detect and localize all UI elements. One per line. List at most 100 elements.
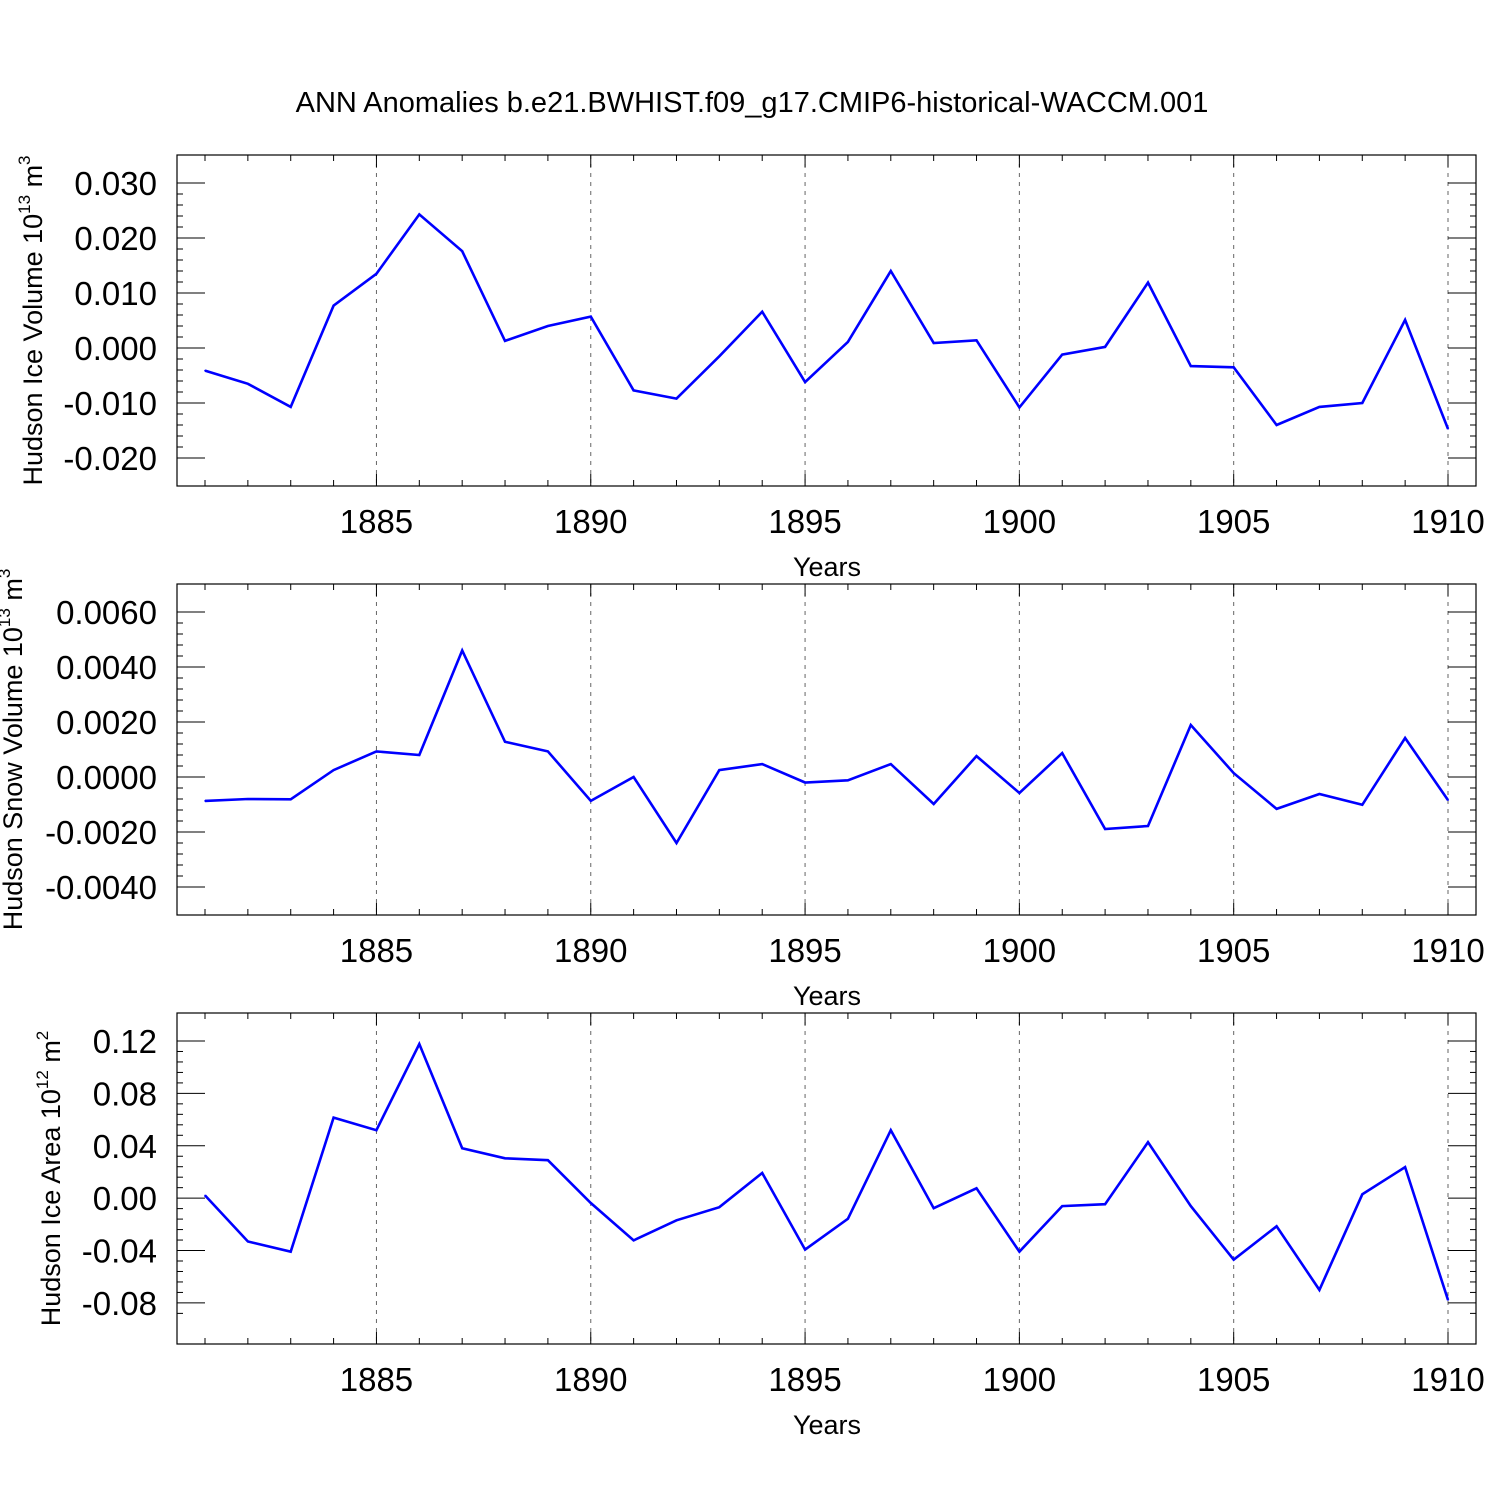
data-point	[1018, 1250, 1021, 1253]
series-line	[204, 647, 1450, 846]
data-point	[375, 1129, 378, 1131]
x-tick-label: 1885	[340, 932, 413, 969]
data-point	[1147, 1141, 1149, 1144]
data-point	[289, 1250, 292, 1253]
plot-frame	[176, 154, 1477, 487]
data-point	[504, 1157, 506, 1160]
data-point	[1275, 1225, 1278, 1228]
series-line	[204, 1040, 1450, 1301]
data-point	[1061, 752, 1064, 754]
data-point	[589, 315, 592, 318]
data-point	[247, 798, 249, 800]
panel-snow-volume: -0.0040 -0.0020 0.0000 0.0020 0.0040 0.0060 18…	[0, 569, 1485, 1011]
data-point	[504, 340, 506, 342]
data-point	[1447, 428, 1449, 430]
y-tick-label: 0.12	[93, 1023, 157, 1060]
y-tick-label: -0.010	[63, 385, 157, 422]
data-point	[247, 1240, 249, 1243]
data-point	[932, 1207, 935, 1210]
data-point	[632, 776, 635, 778]
data-point	[375, 272, 378, 275]
data-point	[632, 1239, 635, 1242]
data-point	[1232, 366, 1235, 369]
data-point	[1104, 828, 1106, 830]
data-point	[932, 342, 935, 344]
data-point	[418, 754, 421, 756]
x-tick-label: 1900	[983, 932, 1056, 969]
data-point	[1104, 346, 1106, 348]
data-point	[547, 325, 549, 327]
data-point	[589, 800, 592, 802]
y-tick-label: 0.0060	[56, 594, 157, 631]
y-tick-label: -0.0020	[45, 814, 157, 851]
data-point	[1232, 772, 1235, 774]
data-point	[332, 1116, 335, 1119]
data-point	[632, 389, 635, 392]
data-point	[847, 1218, 849, 1220]
data-point	[675, 842, 678, 844]
data-point	[804, 781, 806, 784]
y-tick-label: -0.020	[63, 440, 157, 477]
y-tick-label: 0.0040	[56, 649, 157, 686]
plot-frame	[176, 583, 1477, 916]
y-tick-label: 0.010	[74, 275, 157, 312]
data-point	[761, 763, 764, 765]
x-tick-label: 1885	[340, 1361, 413, 1398]
x-tick-label: 1890	[554, 1361, 627, 1398]
data-point	[332, 304, 335, 307]
y-tick-label: -0.04	[82, 1233, 157, 1270]
y-tick-label: -0.0040	[45, 869, 157, 906]
data-point	[1318, 1289, 1321, 1291]
data-point	[1147, 281, 1149, 284]
x-tick-label: 1895	[768, 503, 841, 540]
data-point	[289, 798, 292, 801]
data-point	[1061, 1205, 1064, 1207]
y-tick-label: 0.020	[74, 220, 157, 257]
data-point	[1404, 737, 1406, 739]
x-axis-label: Years	[793, 552, 861, 582]
data-point	[289, 406, 292, 408]
y-tick-label: -0.08	[82, 1285, 157, 1322]
data-point	[975, 755, 978, 757]
y-tick-label: 0.0020	[56, 704, 157, 741]
data-point	[504, 741, 506, 743]
data-point	[847, 341, 849, 343]
data-point	[1318, 793, 1321, 795]
x-tick-label: 1900	[983, 1361, 1056, 1398]
plot-frame	[176, 1012, 1477, 1345]
data-point	[847, 779, 849, 782]
y-tick-label: 0.030	[74, 165, 157, 202]
x-tick-label: 1895	[768, 932, 841, 969]
data-point	[1275, 808, 1278, 810]
data-point	[718, 355, 721, 358]
data-point	[204, 369, 206, 372]
data-point	[1404, 1166, 1406, 1168]
data-point	[804, 381, 806, 383]
data-point	[547, 1159, 549, 1161]
data-point	[375, 750, 378, 753]
data-point	[889, 270, 892, 272]
x-tick-label: 1910	[1411, 1361, 1484, 1398]
data-point	[932, 803, 935, 805]
data-point	[1404, 319, 1406, 321]
data-point	[1190, 724, 1192, 726]
y-tick-label: 0.08	[93, 1075, 157, 1112]
data-point	[975, 339, 978, 342]
y-tick-label: 0.00	[93, 1180, 157, 1217]
data-point	[461, 1147, 463, 1150]
x-tick-label: 1910	[1411, 932, 1484, 969]
data-point	[1190, 1205, 1192, 1207]
data-point	[1275, 424, 1278, 426]
data-point	[1447, 1299, 1449, 1301]
data-point	[1147, 825, 1149, 827]
data-point	[1018, 406, 1021, 409]
y-tick-label: 0.0000	[56, 759, 157, 796]
data-point	[461, 649, 463, 652]
data-point	[1232, 1258, 1235, 1261]
data-point	[547, 750, 549, 753]
x-axis-label: Years	[793, 981, 861, 1011]
data-point	[1190, 365, 1192, 367]
data-point	[461, 250, 463, 252]
